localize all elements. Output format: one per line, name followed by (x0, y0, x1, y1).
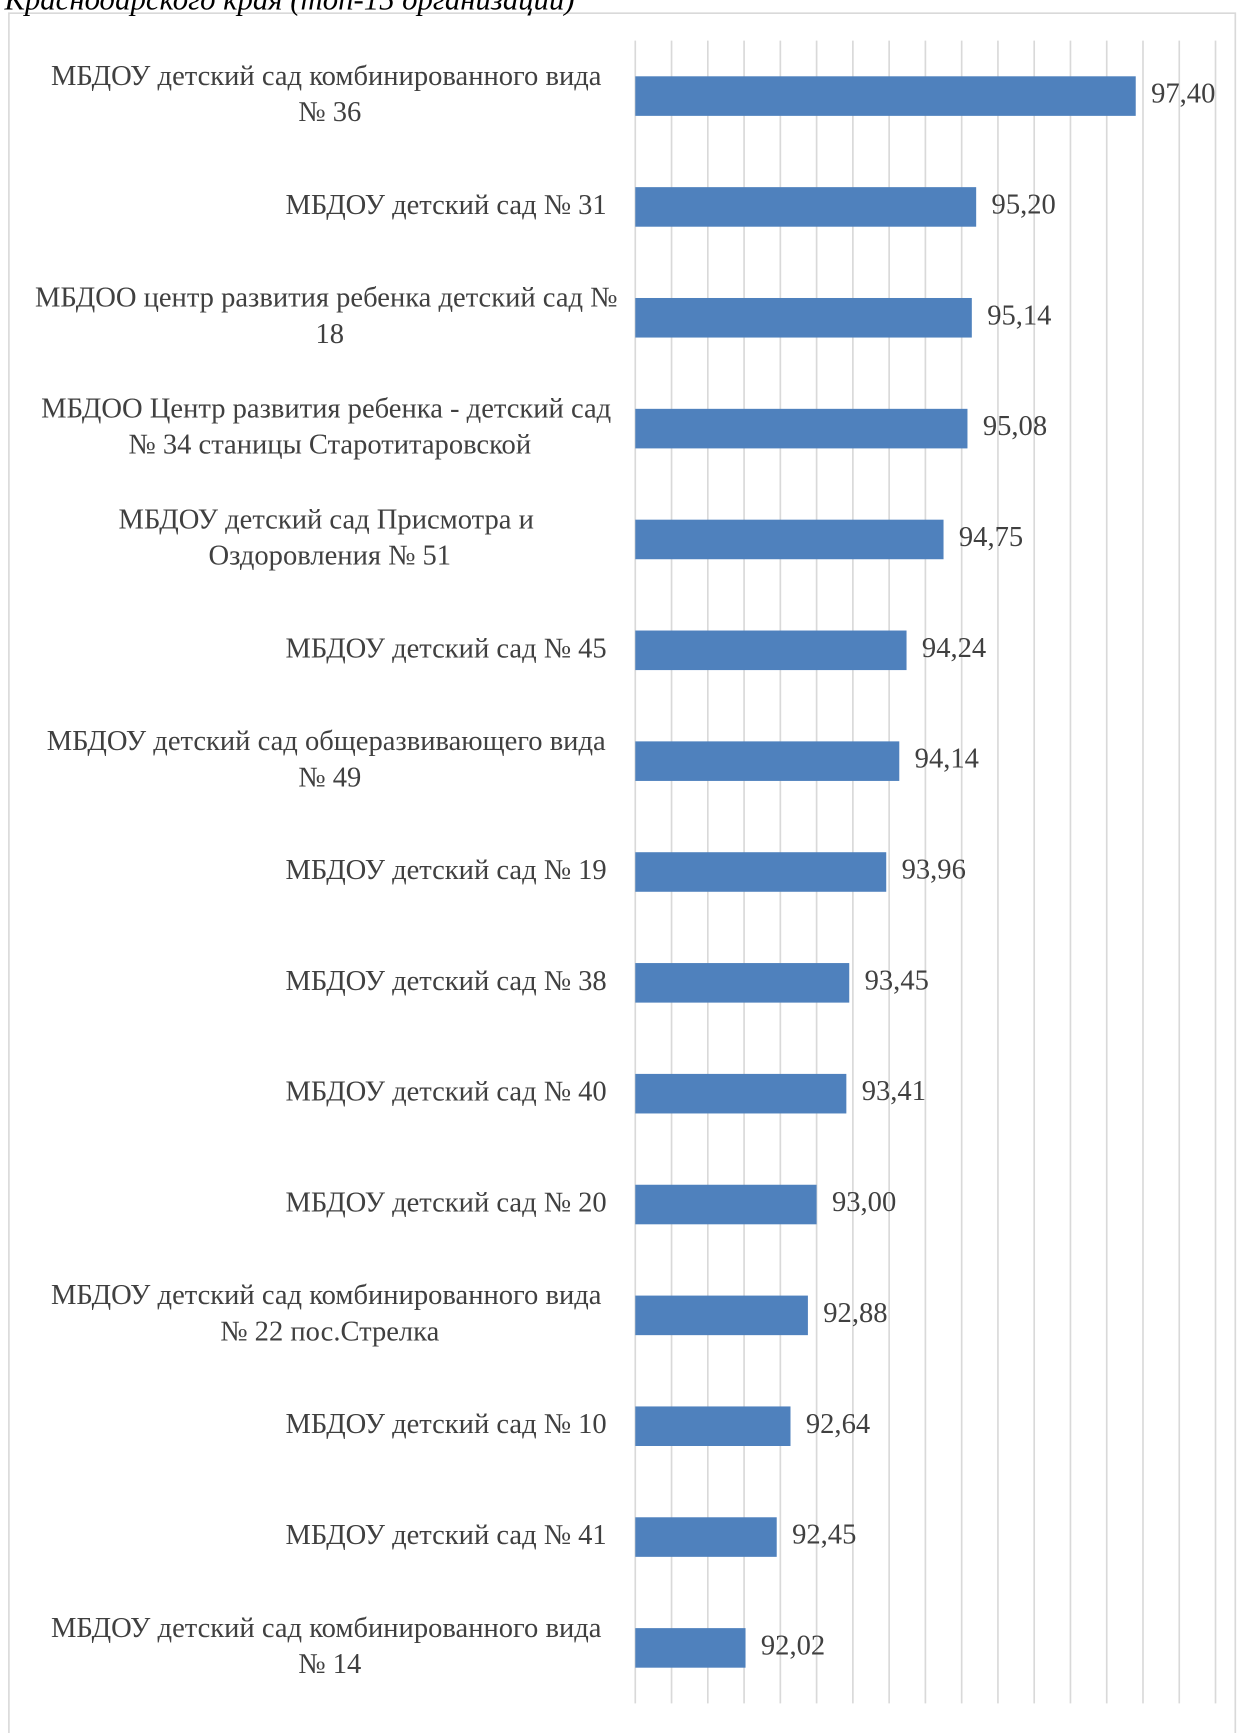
y-tick-label: МБДОУ детский сад № 40 (285, 1076, 606, 1107)
bar (635, 408, 968, 449)
data-label: 93,45 (865, 965, 929, 996)
data-label: 93,96 (902, 855, 966, 886)
data-label: 92,02 (761, 1630, 825, 1661)
data-label: 97,40 (1151, 79, 1215, 110)
chart-frame (8, 12, 1237, 1733)
data-label: 93,00 (832, 1187, 896, 1218)
y-tick-label: МБДОУ детский сад общеразвивающего вида … (47, 726, 613, 793)
bar (635, 187, 977, 227)
bar (635, 519, 944, 560)
data-label: 92,45 (792, 1520, 856, 1551)
y-tick-label: МБДОУ детский сад № 41 (285, 1520, 606, 1551)
bar (635, 1184, 817, 1225)
bar (635, 741, 900, 781)
y-tick-label: МБДОУ детский сад Присмотра и Оздоровлен… (119, 504, 541, 571)
data-label: 95,20 (992, 189, 1056, 220)
y-tick-label: МБДОО Центр развития ребенка - детский с… (41, 393, 618, 460)
bar (635, 297, 972, 338)
data-label: 95,14 (987, 300, 1051, 331)
data-label: 92,64 (806, 1409, 870, 1440)
y-tick-label: МБДОУ детский сад № 20 (285, 1187, 606, 1218)
bar (635, 1295, 808, 1336)
data-label: 94,75 (959, 522, 1023, 553)
chart-title: Краснодарского края (топ-15 организаций) (4, 0, 575, 16)
data-label: 95,08 (983, 411, 1047, 442)
y-tick-label: МБДОУ детский сад № 19 (285, 855, 606, 886)
bar (635, 1517, 777, 1557)
bar (635, 76, 1136, 116)
bar (635, 630, 907, 671)
bar (635, 963, 850, 1003)
bar (635, 1073, 847, 1114)
bar (635, 852, 887, 892)
y-tick-label: МБДОУ детский сад № 45 (285, 633, 606, 664)
y-tick-label: МБДОУ детский сад № 38 (285, 965, 606, 996)
data-label: 94,14 (915, 744, 979, 775)
bar (635, 1406, 791, 1446)
y-tick-label: МБДОО центр развития ребенка детский сад… (35, 282, 625, 349)
y-tick-label: МБДОУ детский сад комбинированного вида … (51, 1280, 609, 1347)
data-label: 93,41 (862, 1076, 926, 1107)
y-tick-label: МБДОУ детский сад № 10 (285, 1409, 606, 1440)
y-tick-label: МБДОУ детский сад комбинированного вида … (51, 61, 609, 128)
data-label: 94,24 (922, 633, 986, 664)
y-tick-label: МБДОУ детский сад № 31 (285, 189, 606, 220)
data-label: 92,88 (823, 1298, 887, 1329)
bar (635, 1628, 746, 1668)
y-tick-label: МБДОУ детский сад комбинированного вида … (51, 1612, 609, 1679)
